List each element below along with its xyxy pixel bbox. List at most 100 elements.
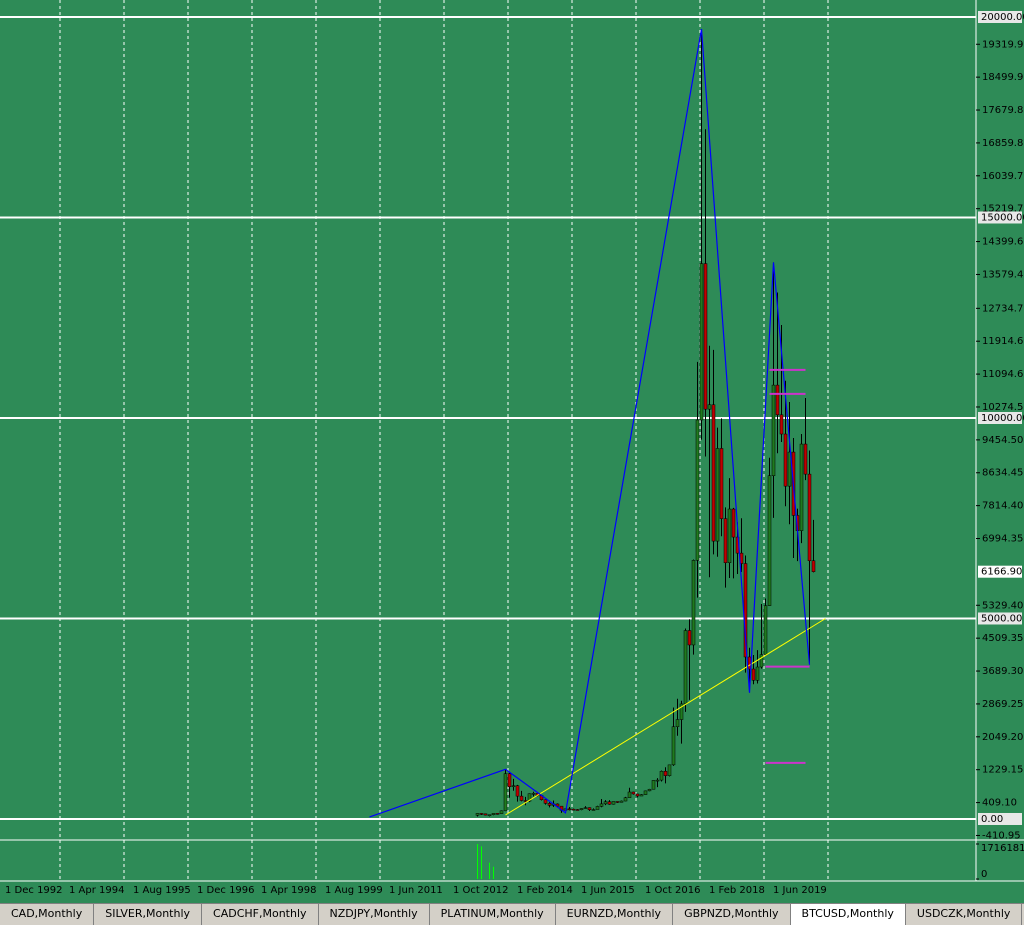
level-label: 10000.00 (981, 413, 1024, 424)
candle-body (595, 806, 600, 810)
candle-body (703, 263, 708, 410)
y-tick-label: 6994.35 (982, 534, 1023, 545)
candle-body (507, 773, 512, 787)
candle-body (807, 473, 812, 561)
zigzag-line (369, 28, 811, 818)
candle-body (723, 518, 728, 564)
candle-body (587, 807, 592, 811)
tab-bar: CAD,Monthly SILVER,Monthly CADCHF,Monthly N… (0, 903, 1024, 925)
level-label: 20000.00 (981, 12, 1024, 23)
y-tick-label: 2869.25 (982, 699, 1023, 710)
chart-tab[interactable]: CADCHF,Monthly (202, 904, 319, 925)
x-tick-label: 1 Jun 2019 (773, 885, 827, 896)
candle-body (495, 813, 500, 815)
y-tick-label: 13579.40 (982, 269, 1024, 280)
candle-body (603, 801, 608, 805)
candle-body (575, 809, 580, 811)
candle-body (771, 384, 776, 476)
level-label-box (978, 612, 1022, 625)
y-tick-label: 15219.70 (982, 204, 1024, 215)
y-tick-label: 16859.80 (982, 138, 1024, 149)
candle-body (607, 801, 612, 805)
candle-body (475, 813, 480, 816)
candle-body (479, 813, 484, 815)
candle-body (567, 808, 572, 811)
candle-body (751, 668, 756, 681)
candle-body (519, 795, 524, 801)
candle-body (635, 793, 640, 797)
current-price-label: 6166.90 (981, 567, 1022, 578)
candle-body (523, 800, 528, 802)
candle-body (515, 785, 520, 797)
candle-body (671, 726, 676, 766)
candle-body (543, 799, 548, 804)
y-tick-label: 8634.45 (982, 468, 1023, 479)
x-tick-label: 1 Apr 1998 (261, 885, 316, 896)
candle-body (555, 803, 560, 807)
level-label-box (978, 812, 1022, 825)
candle-body (531, 793, 536, 795)
x-tick-label: 1 Oct 2016 (645, 885, 700, 896)
candle-body (655, 779, 660, 782)
candle-body (583, 807, 588, 809)
y-tick-label: 12734.70 (982, 303, 1024, 314)
candle-body (631, 791, 636, 795)
candle-body (571, 808, 576, 811)
candle-body (619, 800, 624, 803)
chart-tab[interactable]: USDCZK,Monthly (906, 904, 1023, 925)
candle-body (627, 791, 632, 798)
level-label-box (978, 211, 1022, 224)
candle-body (707, 404, 712, 410)
candle-body (783, 433, 788, 487)
y-tick-label: 4509.35 (982, 633, 1023, 644)
y-tick-label: 2049.20 (982, 732, 1023, 743)
y-tick-label: 14399.65 (982, 237, 1024, 248)
candle-body (775, 384, 780, 416)
y-tick-label: 16039.75 (982, 171, 1024, 182)
x-tick-label: 1 Apr 1994 (69, 885, 124, 896)
volume-tick-label: 17161813 (981, 843, 1024, 854)
x-tick-label: 1 Dec 1992 (5, 885, 63, 896)
trendline (505, 618, 826, 816)
x-tick-label: 1 Feb 2014 (517, 885, 573, 896)
candle-body (759, 654, 764, 668)
candle-body (799, 443, 804, 531)
y-tick-label: 11094.60 (982, 369, 1024, 380)
candle-body (719, 448, 724, 519)
y-tick-label: 1229.15 (982, 765, 1023, 776)
chart-tab[interactable]: NZDJPY,Monthly (319, 904, 430, 925)
candle-body (491, 813, 496, 815)
candle-body (755, 666, 760, 681)
y-tick-label: 3689.30 (982, 666, 1023, 677)
candle-body (527, 793, 532, 802)
chart-tab[interactable]: PLATINUM,Monthly (430, 904, 556, 925)
candle-body (731, 508, 736, 538)
candle-body (599, 803, 604, 807)
chart-tab[interactable]: BTCUSD,Monthly (790, 904, 906, 925)
candle-body (787, 451, 792, 487)
current-price-box (978, 565, 1022, 578)
chart-tab[interactable]: SILVER,Monthly (94, 904, 203, 925)
y-tick-label: 17679.85 (982, 105, 1024, 116)
y-tick-label: 19319.95 (982, 39, 1024, 50)
candle-body (691, 560, 696, 646)
candle-body (779, 414, 784, 435)
candle-body (487, 814, 492, 816)
x-tick-label: 1 Feb 2018 (709, 885, 765, 896)
candle-body (483, 813, 488, 816)
candle-body (579, 808, 584, 811)
y-tick-label: 5329.40 (982, 600, 1023, 611)
chart-tab[interactable]: EURNZD,Monthly (556, 904, 674, 925)
candle-body (591, 809, 596, 811)
chart-tab[interactable]: CAD,Monthly (0, 904, 95, 925)
level-label-box (978, 411, 1022, 424)
candle-body (647, 788, 652, 792)
y-tick-label: 18499.90 (982, 72, 1024, 83)
candle-body (503, 773, 508, 812)
y-tick-label: 7814.40 (982, 501, 1023, 512)
chart-tab[interactable]: GBPNZD,Monthly (673, 904, 791, 925)
candle-body (811, 560, 816, 572)
candle-body (695, 419, 700, 561)
candle-body (687, 630, 692, 646)
